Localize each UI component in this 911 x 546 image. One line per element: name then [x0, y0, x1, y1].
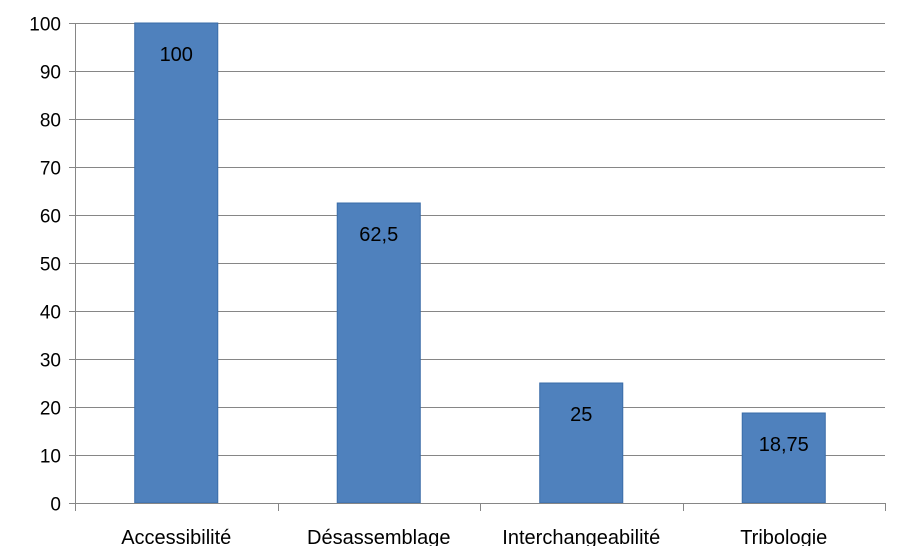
y-tick-label: 70 — [40, 159, 61, 180]
data-label: 18,75 — [759, 434, 809, 456]
y-tick-label: 0 — [50, 495, 61, 516]
y-tick-label: 100 — [29, 15, 61, 36]
y-tick-label: 20 — [40, 399, 61, 420]
y-tick-label: 50 — [40, 255, 61, 276]
data-label: 25 — [570, 404, 592, 426]
bar-3 — [540, 383, 623, 503]
y-tick-label: 40 — [40, 303, 61, 324]
data-label: 100 — [160, 44, 193, 66]
x-category-label: Désassemblage — [307, 527, 450, 546]
y-tick-label: 10 — [40, 447, 61, 468]
y-tick-label: 60 — [40, 207, 61, 228]
y-tick-label: 30 — [40, 351, 61, 372]
x-category-label: Accessibilité — [121, 527, 231, 546]
y-tick-label: 80 — [40, 111, 61, 132]
x-category-label: Interchangeabilité — [502, 527, 660, 546]
bar-1 — [135, 23, 218, 503]
data-label: 62,5 — [359, 224, 398, 246]
y-tick-label: 90 — [40, 63, 61, 84]
bar-4 — [742, 413, 825, 503]
x-category-label: Tribologie — [740, 527, 827, 546]
bar-2 — [337, 203, 420, 503]
